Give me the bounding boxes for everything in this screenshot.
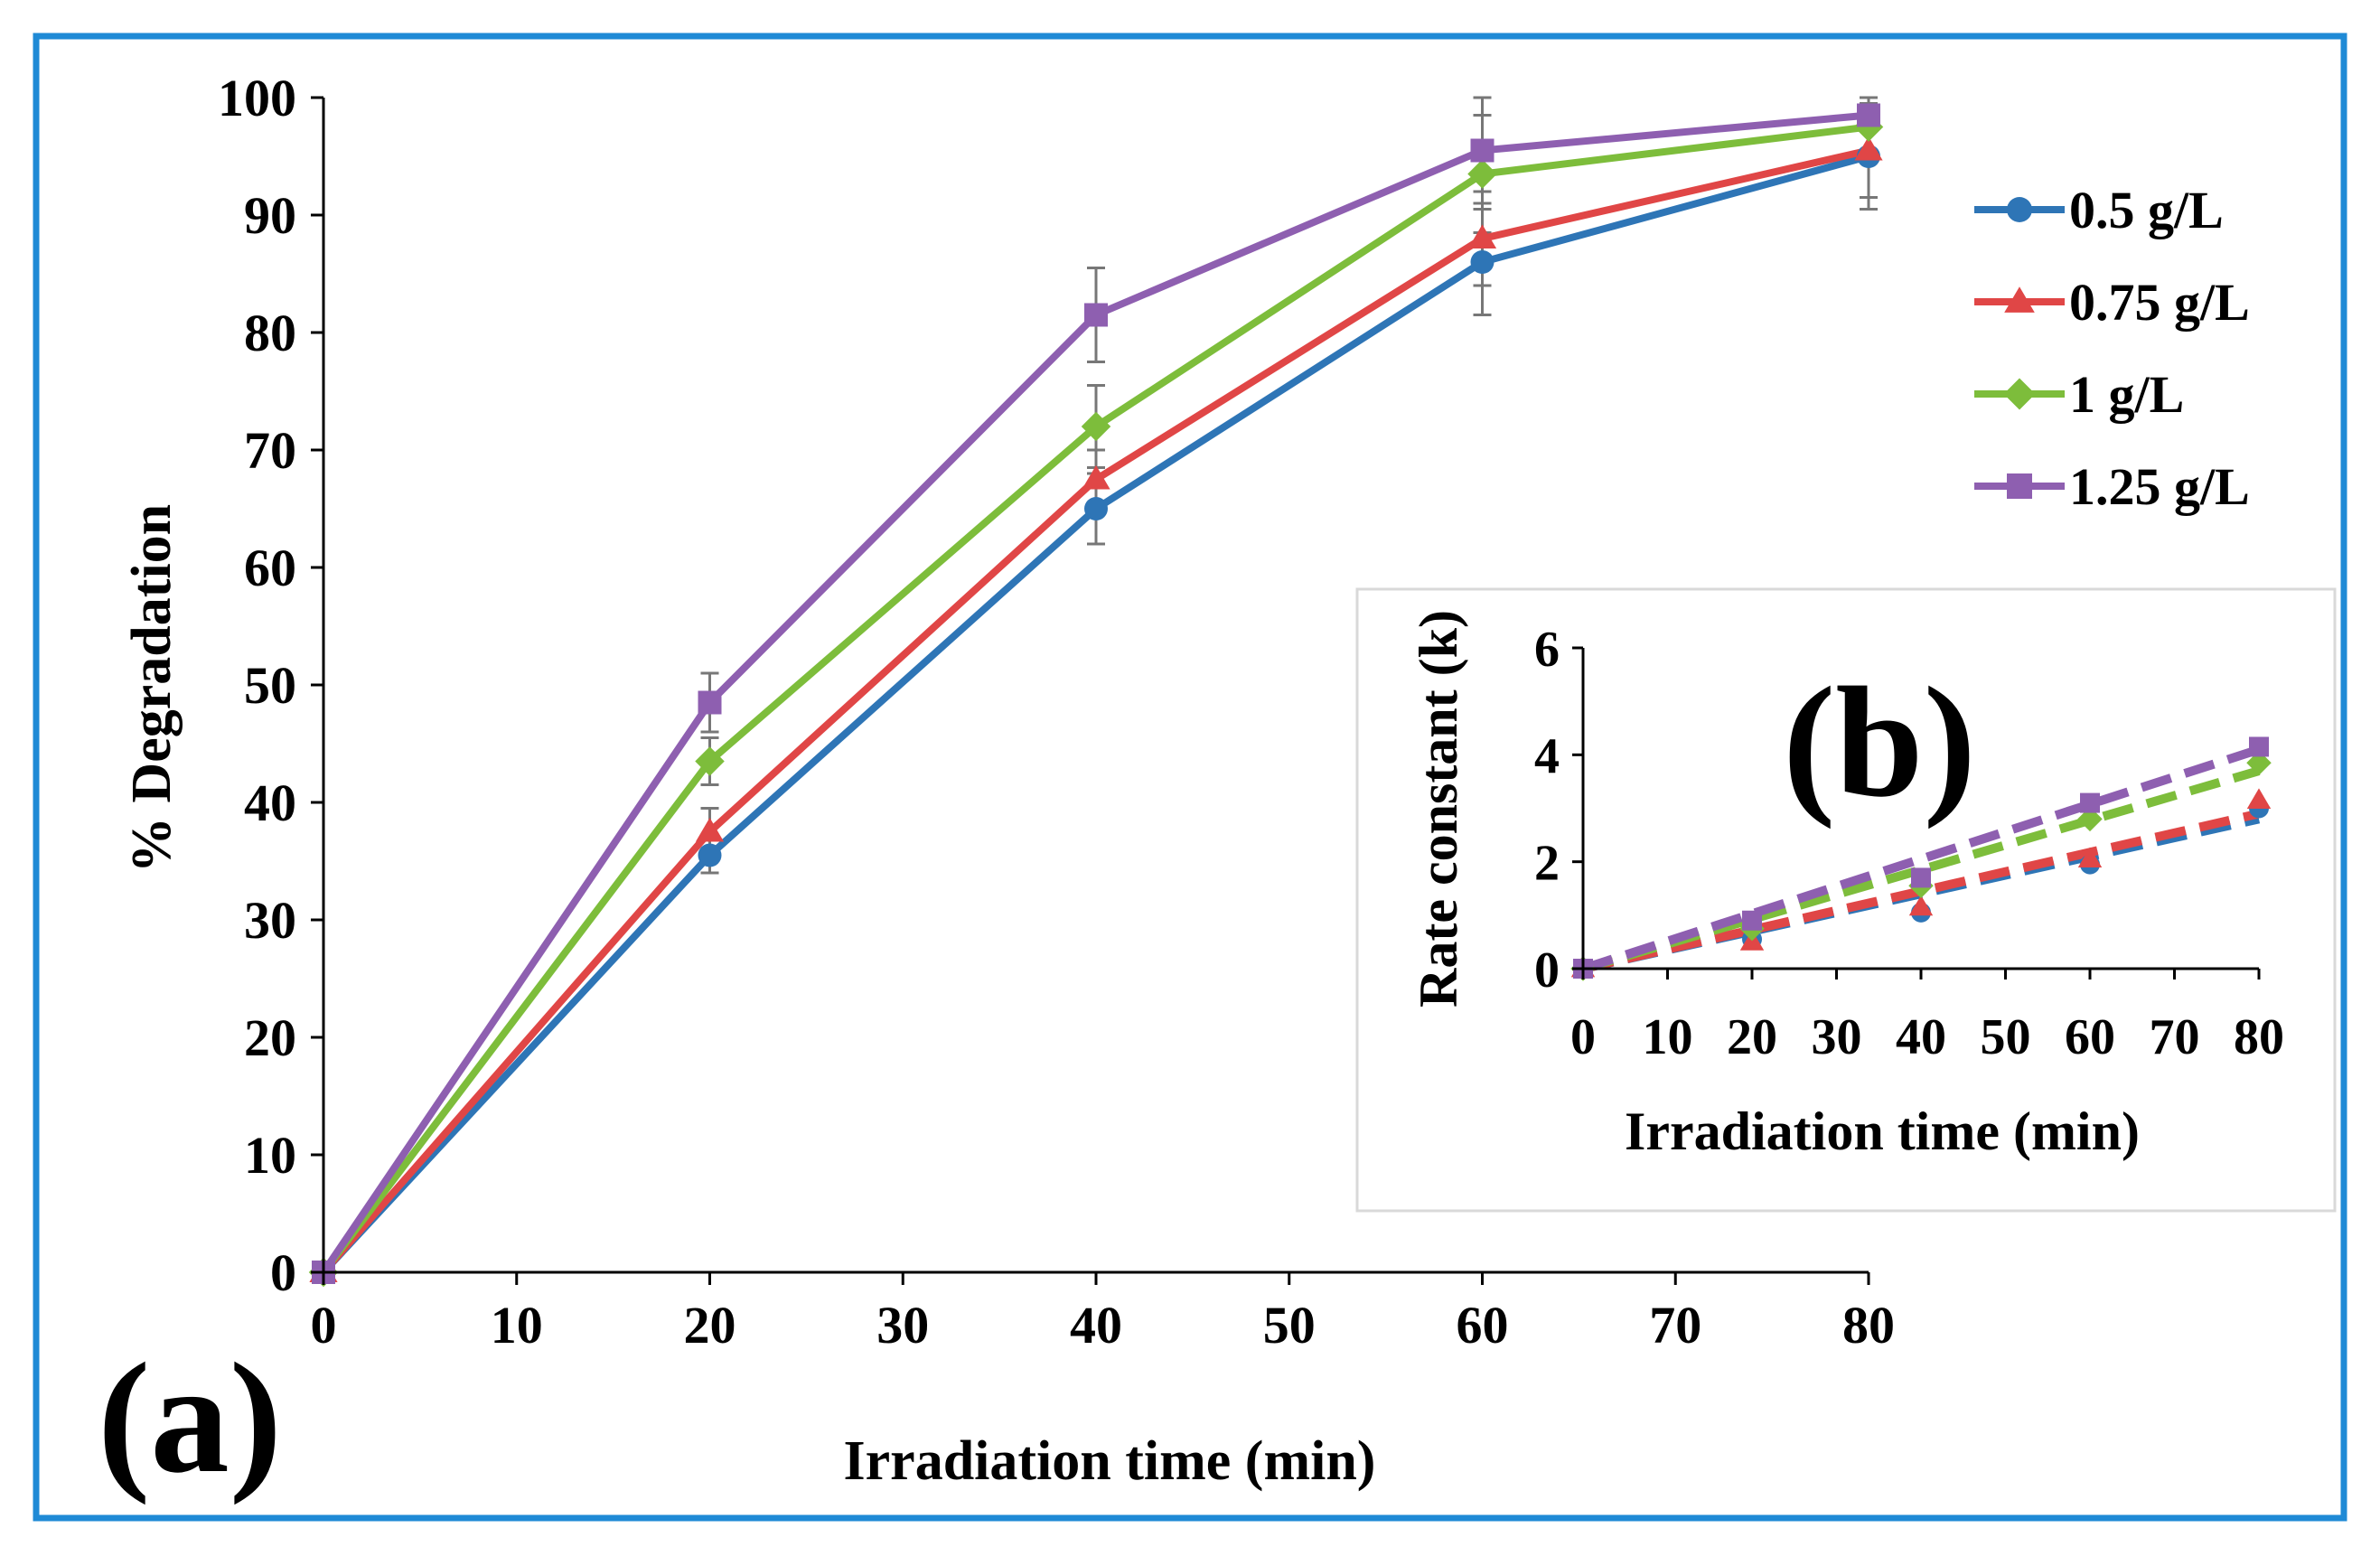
main-y-tick-label: 20 xyxy=(244,1008,296,1067)
main-x-tick-label: 60 xyxy=(1457,1296,1509,1354)
legend-marker-0-75-g-l xyxy=(2004,286,2035,313)
data-point-0-5-g-l xyxy=(1470,250,1495,274)
inset-data-point-1 xyxy=(1908,895,1934,916)
legend-label-0-75-g-l: 0.75 g/L xyxy=(2069,273,2250,332)
inset-tick-labels: 0 10 20 30 40 50 60 70 80 0 2 4 6 xyxy=(1534,622,2284,1065)
data-point-1-g-l xyxy=(1081,411,1111,442)
main-x-tick-label: 30 xyxy=(876,1296,929,1354)
data-point-1-g-l xyxy=(1467,159,1497,189)
inset-data-point-3 xyxy=(2080,792,2100,813)
main-series-markers xyxy=(308,103,1884,1288)
inset-y-tick-label: 0 xyxy=(1534,942,1560,998)
inset-data-point-1 xyxy=(2246,788,2272,809)
inset-x-tick-label: 40 xyxy=(1896,1009,1946,1065)
inset-frame xyxy=(1355,587,2337,1213)
main-x-axis-title: Irradiation time (min) xyxy=(844,1430,1376,1492)
data-point-1-25-g-l xyxy=(1857,103,1880,127)
panel-label-a: (a) xyxy=(98,1330,282,1505)
main-x-tick-label: 50 xyxy=(1263,1296,1316,1354)
main-y-axis-title: % Degradation xyxy=(121,504,183,873)
main-y-tick-label: 60 xyxy=(244,539,296,597)
inset-x-tick-label: 60 xyxy=(2065,1009,2115,1065)
data-point-0-75-g-l xyxy=(1854,136,1883,161)
data-point-1-25-g-l xyxy=(698,690,722,715)
main-x-tick-label: 10 xyxy=(491,1296,543,1354)
inset-x-tick-label: 0 xyxy=(1570,1009,1596,1065)
data-point-0-5-g-l xyxy=(698,843,722,867)
main-y-tick-label: 50 xyxy=(244,656,296,715)
data-point-1-25-g-l xyxy=(1084,303,1108,327)
legend-marker-1-25-g-l xyxy=(2007,473,2032,499)
inset-y-tick-label: 6 xyxy=(1534,622,1560,678)
main-x-tick-label: 80 xyxy=(1842,1296,1895,1354)
inset-x-tick-label: 20 xyxy=(1727,1009,1777,1065)
legend-label-1-25-g-l: 1.25 g/L xyxy=(2069,457,2250,516)
main-y-tick-label: 30 xyxy=(244,891,296,950)
main-y-tick-label: 80 xyxy=(244,304,296,362)
main-x-tick-label: 0 xyxy=(311,1296,337,1354)
legend-label-1-g-l: 1 g/L xyxy=(2069,365,2184,424)
data-point-1-g-l xyxy=(695,746,725,776)
inset-x-tick-label: 10 xyxy=(1643,1009,1693,1065)
main-x-tick-label: 20 xyxy=(684,1296,736,1354)
inset-data-point-1 xyxy=(2077,847,2103,868)
main-y-tick-label: 40 xyxy=(244,773,296,832)
inset-axes xyxy=(1572,646,2261,980)
inset-data-point-3 xyxy=(1742,910,1762,931)
inset-x-tick-label: 70 xyxy=(2150,1009,2200,1065)
legend: 0.5 g/L 0.75 g/L 1 g/L 1.25 g/L xyxy=(1974,181,2250,516)
legend-marker-1-g-l xyxy=(2003,378,2036,410)
main-x-tick-label: 40 xyxy=(1070,1296,1122,1354)
data-point-0-75-g-l xyxy=(1082,464,1110,490)
legend-label-0-5-g-l: 0.5 g/L xyxy=(2069,181,2224,239)
legend-marker-0-5-g-l xyxy=(2007,197,2032,222)
panel-label-b: (b) xyxy=(1783,654,1976,830)
inset-data-point-3 xyxy=(2249,736,2269,757)
inset-y-tick-label: 4 xyxy=(1534,728,1560,784)
main-axes xyxy=(311,96,1870,1285)
main-x-tick-label: 70 xyxy=(1649,1296,1701,1354)
data-point-1-25-g-l xyxy=(1470,138,1495,163)
data-point-0-75-g-l xyxy=(695,817,725,842)
inset-x-tick-label: 30 xyxy=(1812,1009,1862,1065)
main-y-tick-label: 10 xyxy=(244,1126,296,1185)
main-chart: 0 10 20 30 40 50 60 70 800102030405060708090100 … xyxy=(98,69,1895,1505)
inset-y-tick-label: 2 xyxy=(1534,836,1560,892)
main-y-tick-label: 70 xyxy=(244,421,296,480)
main-y-tick-label: 100 xyxy=(218,69,296,127)
inset-series-markers xyxy=(1570,736,2272,981)
inset-x-tick-label: 50 xyxy=(1981,1009,2031,1065)
inset-x-tick-label: 80 xyxy=(2234,1009,2284,1065)
main-y-tick-label: 90 xyxy=(244,186,296,245)
inset-trendline-3 xyxy=(1581,745,2261,973)
main-y-tick-label: 0 xyxy=(270,1243,296,1302)
inset-x-axis-title: Irradiation time (min) xyxy=(1625,1101,2140,1161)
inset-data-point-3 xyxy=(1911,867,1931,888)
data-point-0-75-g-l xyxy=(1467,224,1497,249)
inset-y-axis-title: Rate constant (k) xyxy=(1409,610,1468,1008)
data-point-0-5-g-l xyxy=(1084,497,1108,520)
